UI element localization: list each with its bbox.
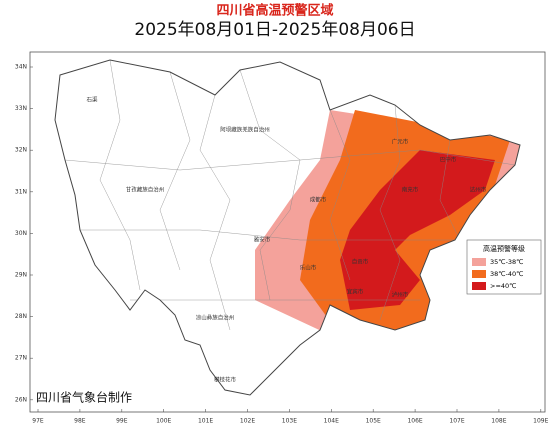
place-name: 自贡市 [352, 258, 369, 266]
lon-label: 101E [198, 418, 213, 425]
lon-label: 98E [74, 418, 86, 425]
legend-swatch [472, 258, 486, 266]
lat-label: 31N [15, 188, 27, 195]
lat-label: 28N [15, 313, 27, 320]
place-name: 攀枝花市 [214, 376, 237, 384]
lat-label: 30N [15, 230, 27, 237]
place-name: 宜宾市 [347, 288, 364, 296]
place-name: 石渠 [86, 96, 98, 104]
place-name: 广元市 [392, 138, 409, 146]
lon-label: 107E [449, 418, 464, 425]
lat-labels: 34N 33N 32N 31N 30N 29N 28N 27N 26N [15, 64, 33, 403]
lat-label: 32N [15, 147, 27, 154]
lon-label: 102E [240, 418, 255, 425]
lon-label: 105E [366, 418, 381, 425]
place-name: 南充市 [402, 186, 419, 194]
lat-label: 34N [15, 64, 27, 71]
lat-label: 27N [15, 355, 27, 362]
legend-label: 35℃-38℃ [490, 258, 524, 266]
subtitle: 2025年08月01日-2025年08月06日 [134, 20, 415, 40]
lon-label: 106E [407, 418, 422, 425]
place-name: 甘孜藏族自治州 [126, 186, 165, 194]
lon-label: 97E [32, 418, 44, 425]
lon-label: 108E [491, 418, 506, 425]
legend: 高温预警等级 35℃-38℃ 38℃-40℃ >=40℃ [466, 239, 542, 295]
legend-swatch [472, 270, 486, 278]
lon-labels: 97E 98E 99E 100E 101E 102E 103E 104E 105E 106E 107… [32, 409, 549, 425]
place-name: 雅安市 [254, 236, 271, 244]
credit: 四川省气象台制作 [36, 390, 132, 405]
legend-label: 38℃-40℃ [490, 270, 524, 278]
lon-label: 103E [282, 418, 297, 425]
title: 四川省高温预警区域 [216, 3, 333, 19]
lat-label: 29N [15, 272, 27, 279]
place-name: 凉山彝族自治州 [196, 314, 235, 322]
province-outline [54, 59, 521, 396]
place-name: 阿坝藏族羌族自治州 [220, 126, 270, 134]
legend-title: 高温预警等级 [483, 244, 525, 253]
place-name: 泸州市 [392, 291, 409, 299]
lon-label: 99E [116, 418, 128, 425]
legend-label: >=40℃ [490, 282, 516, 290]
lon-label: 100E [156, 418, 171, 425]
lat-label: 33N [15, 105, 27, 112]
place-name: 巴中市 [440, 156, 457, 164]
lat-label: 26N [15, 396, 27, 403]
legend-swatch [472, 282, 486, 290]
area-40 [340, 150, 495, 310]
place-name: 成都市 [310, 196, 327, 204]
place-name: 达州市 [470, 186, 487, 194]
county-lines [64, 60, 516, 331]
place-name: 乐山市 [300, 264, 317, 272]
lon-label: 104E [324, 418, 339, 425]
lon-label: 109E [533, 418, 548, 425]
